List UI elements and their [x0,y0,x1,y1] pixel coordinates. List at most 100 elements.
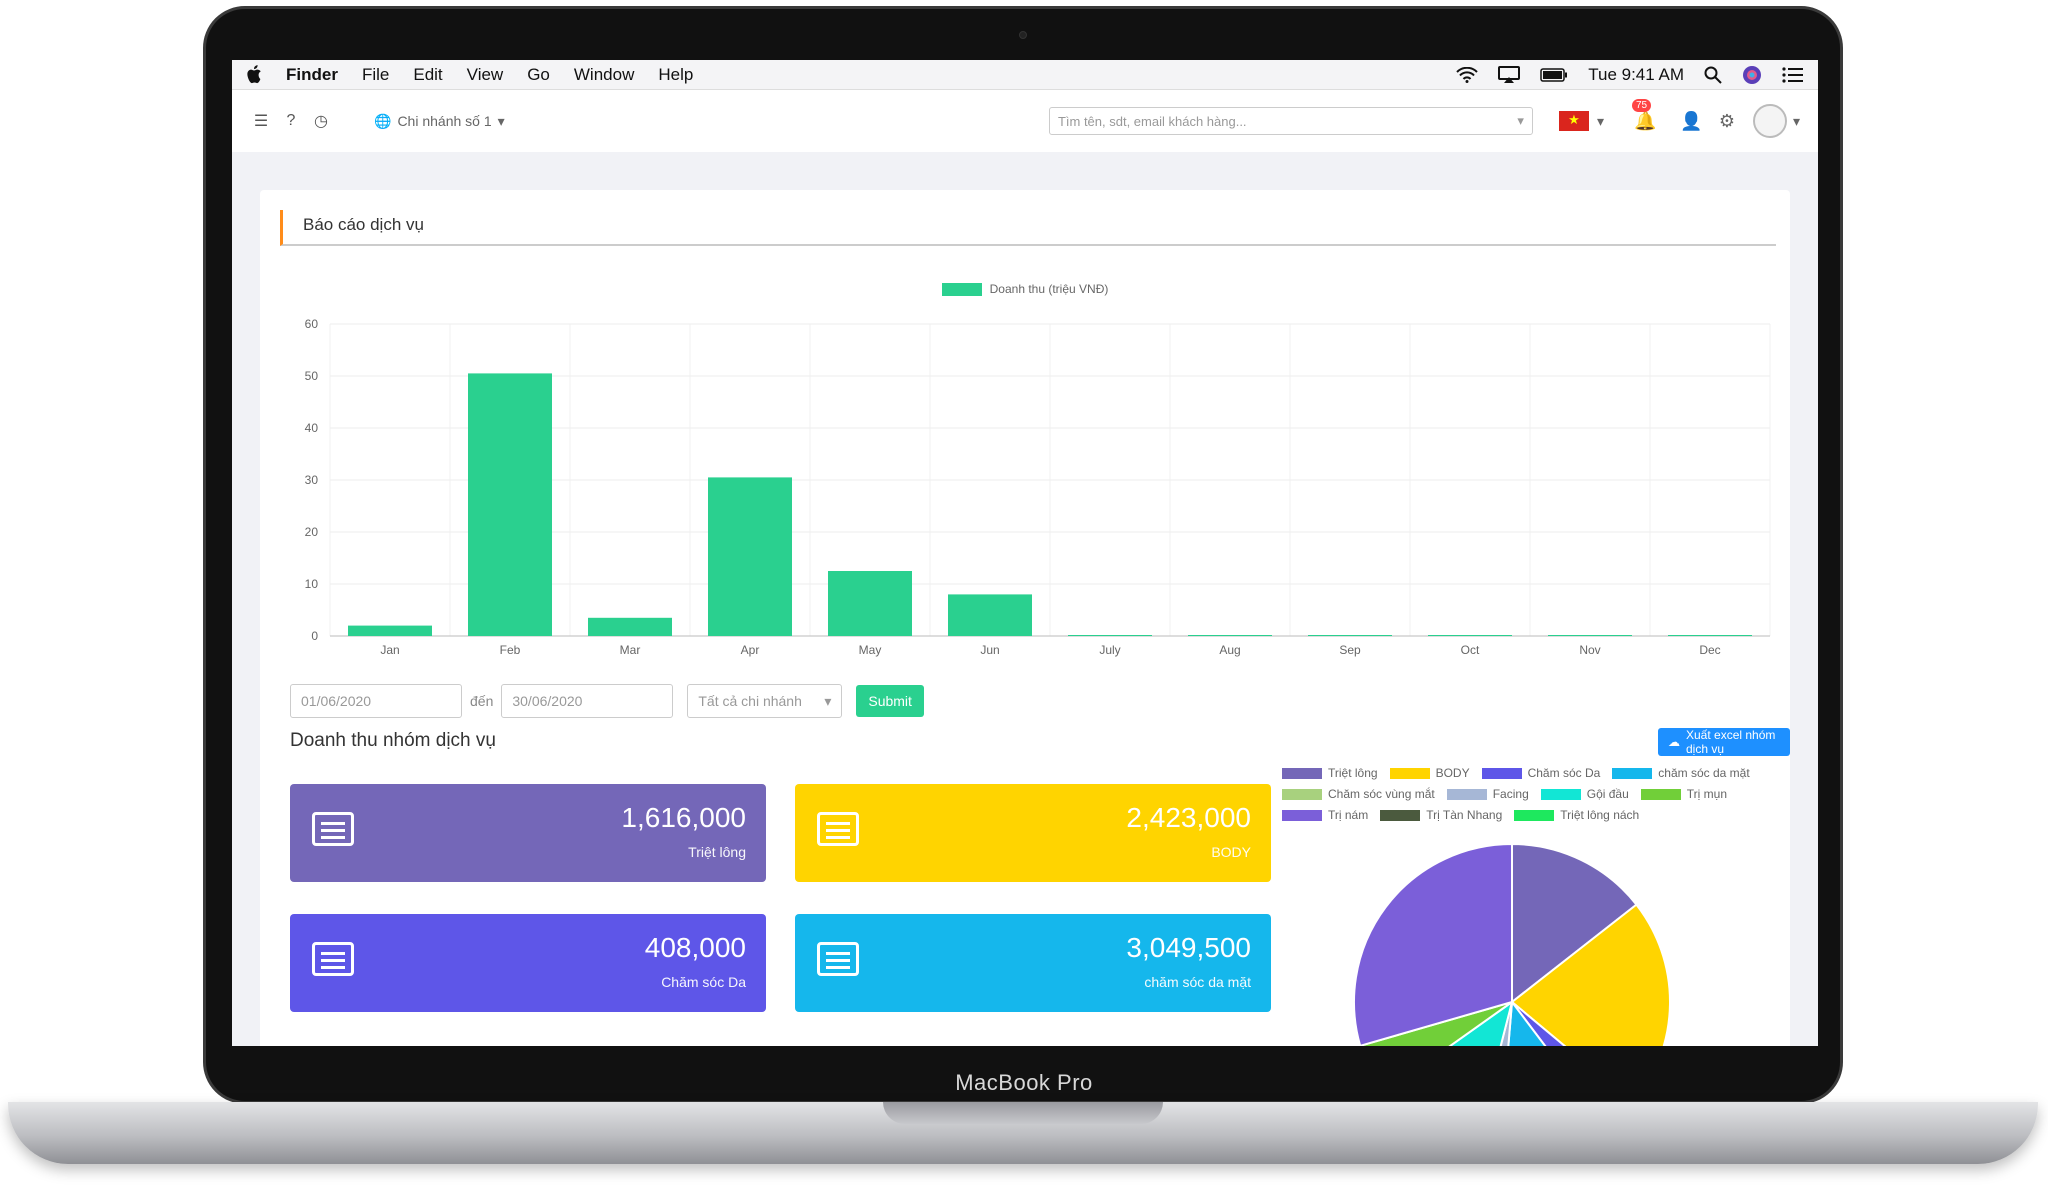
laptop-base [8,1102,2038,1164]
branch-selector[interactable]: 🌐 Chi nhánh số 1 ▾ [374,113,505,130]
x-tick-label: Oct [1461,643,1480,657]
pie-slice [1510,903,1671,1046]
airplay-icon[interactable] [1498,65,1521,84]
tile-cham-soc-da-mat[interactable]: 3,049,500 chăm sóc da mặt [795,914,1271,1012]
siri-icon[interactable] [1742,65,1762,85]
legend-swatch [1481,767,1522,779]
page-title: Báo cáo dịch vụ [280,210,1776,246]
legend-label: Doanh thu (triệu VNĐ) [989,282,1109,296]
pie-legend-item[interactable]: Facing [1446,787,1529,801]
list-icon [312,812,354,846]
wifi-icon[interactable] [1456,66,1478,83]
pie-legend-item[interactable]: Trị nám [1282,808,1368,822]
from-date-input[interactable]: 01/06/2020 [290,684,462,718]
x-tick-label: Apr [741,643,760,657]
chart-legend[interactable]: Doanh thu (triệu VNĐ) [260,282,1790,296]
avatar[interactable] [1752,104,1787,138]
menu-finder[interactable]: Finder [286,64,338,84]
legend-label: Gội đầu [1586,787,1629,801]
chevron-down-icon[interactable]: ▾ [1596,112,1604,129]
pie-legend-item[interactable]: Triệt lông nách [1514,808,1639,822]
chevron-down-icon[interactable]: ▾ [1792,112,1800,129]
user-icon[interactable]: 👤 [1680,110,1703,131]
x-tick-label: Dec [1699,643,1720,657]
x-tick-label: May [859,643,882,657]
bar [1188,635,1272,636]
group-revenue-title: Doanh thu nhóm dịch vụ [290,730,496,751]
menubar-clock[interactable]: Tue 9:41 AM [1588,64,1684,84]
pie-legend-item[interactable]: Trị Tàn Nhang [1380,808,1502,822]
legend-swatch [1282,809,1322,821]
pie-legend-item[interactable]: BODY [1389,766,1470,780]
pie-legend-item[interactable]: Gội đầu [1540,787,1629,801]
bar [1548,635,1632,636]
menu-edit[interactable]: Edit [413,64,443,84]
submit-button[interactable]: Submit [856,685,924,717]
legend-label: Facing [1492,787,1529,801]
bar [348,625,432,636]
export-excel-button[interactable]: ☁ Xuất excel nhóm dịch vụ [1658,728,1790,756]
tile-value: 3,049,500 [1126,932,1251,963]
x-tick-label: Sep [1339,643,1361,657]
legend-swatch [1640,788,1681,800]
bar [708,477,792,636]
settings-sliders-icon[interactable]: ⚙ [1718,110,1735,131]
apple-icon[interactable] [246,64,264,85]
tile-cham-soc-da[interactable]: 408,000 Chăm sóc Da [290,914,766,1012]
x-tick-label: Nov [1579,643,1600,657]
legend-label: Chăm sóc vùng mắt [1328,787,1435,801]
pie-legend-item[interactable]: Chăm sóc vùng mắt [1282,787,1435,801]
bar [1428,635,1512,636]
menu-view[interactable]: View [466,64,504,84]
to-date-input[interactable]: 30/06/2020 [501,684,674,718]
x-tick-label: Feb [500,643,521,657]
macos-menubar: Finder File Edit View Go Window Help Tue… [232,60,1818,90]
legend-label: Trị Tàn Nhang [1426,808,1503,822]
revenue-bar-chart: 0 10 20 30 40 50 60 Jan Feb Mar Apr May Jun July Aug Se… [305,317,1771,657]
pie-legend-item[interactable]: Trị mụn [1640,787,1728,801]
legend-swatch [1282,767,1322,779]
legend-swatch [1612,767,1653,779]
pie-legend-item[interactable]: Triệt lông [1282,766,1378,780]
battery-icon[interactable] [1540,67,1568,82]
branch-select[interactable]: Tất cả chi nhánh ▾ [687,684,843,718]
legend-swatch [1380,809,1421,821]
customer-search-input[interactable]: Tìm tên, sdt, email khách hàng... ▾ [1048,107,1533,135]
pie-legend: Triệt lông BODY Chăm sóc Da chăm sóc da mặt… [1282,766,1782,822]
pie-legend-item[interactable]: chăm sóc da mặt [1612,766,1750,780]
bar [1668,635,1752,636]
legend-swatch [1446,788,1487,800]
menu-go[interactable]: Go [527,64,550,84]
pie-slice [1353,842,1513,1046]
history-clock-icon[interactable]: ◷ [314,113,328,130]
list-icon [312,942,354,976]
legend-label: Trị mụn [1686,787,1728,801]
to-word: đến [470,693,494,709]
menu-window[interactable]: Window [573,64,635,84]
cloud-upload-icon: ☁ [1668,735,1680,749]
menu-help[interactable]: Help [658,64,694,84]
tile-value: 408,000 [644,932,746,963]
device-label: MacBook Pro [955,1070,1093,1095]
service-group-pie-chart [1353,842,1671,1046]
vietnam-flag-icon[interactable] [1558,111,1589,131]
menu-file[interactable]: File [361,64,390,84]
pie-legend-item[interactable]: Chăm sóc Da [1481,766,1600,780]
pie-slice [1511,842,1638,1005]
menu-toggle-icon[interactable]: ☰ [253,113,269,130]
notification-bell-icon[interactable]: 🔔 75 [1631,98,1657,131]
spotlight-search-icon[interactable] [1704,66,1722,84]
y-tick-label: 20 [305,525,319,539]
notification-center-icon[interactable] [1782,66,1804,83]
x-tick-label: Jan [380,643,399,657]
export-excel-label: Xuất excel nhóm dịch vụ [1686,728,1776,756]
tile-body[interactable]: 2,423,000 BODY [795,784,1271,882]
x-tick-label: Jun [980,643,999,657]
tile-label: Chăm sóc Da [661,974,746,990]
help-icon[interactable]: ? [286,112,296,129]
tile-label: chăm sóc da mặt [1144,974,1251,990]
date-filter-bar: 01/06/2020 đến 30/06/2020 Tất cả chi nhá… [290,684,924,718]
legend-label: chăm sóc da mặt [1658,766,1750,780]
tile-triet-long[interactable]: 1,616,000 Triệt lông [290,784,766,882]
